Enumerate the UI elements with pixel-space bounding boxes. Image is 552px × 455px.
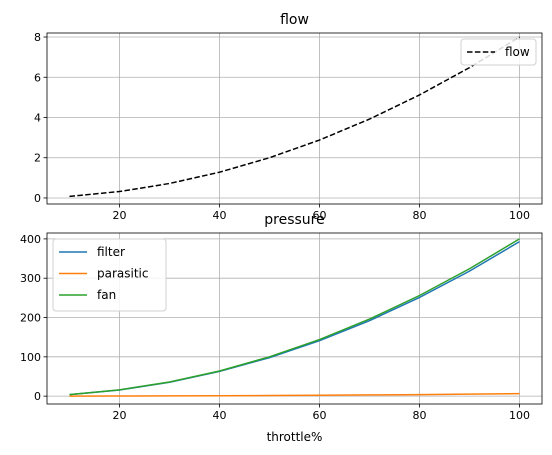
legend-box <box>460 38 537 66</box>
y-tick-label: 0 <box>34 390 41 403</box>
y-tick-label: 300 <box>20 272 41 285</box>
legend: filter parasitic fan <box>52 238 167 312</box>
y-tick-label: 2 <box>34 152 41 165</box>
axes-frame <box>46 32 543 205</box>
x-tick-label: 60 <box>313 409 327 422</box>
axes-frame <box>46 232 543 405</box>
legend-label: fan <box>97 288 116 302</box>
x-tick-label: 80 <box>413 209 427 222</box>
x-axis-label: throttle% <box>267 430 323 444</box>
series-line-parasitic <box>69 392 520 397</box>
x-tick-label: 20 <box>113 209 127 222</box>
x-tick-label: 100 <box>509 209 530 222</box>
legend-label: parasitic <box>97 267 148 281</box>
x-tick-label: 60 <box>313 209 327 222</box>
x-tick-label: 40 <box>213 409 227 422</box>
series-line-fan <box>69 238 520 396</box>
x-tick-label: 100 <box>509 409 530 422</box>
pressure-chart: 20 40 60 80 100 0 100 200 300 400 pressure throttle… <box>20 212 543 444</box>
chart-title: pressure <box>264 212 324 228</box>
y-tick-label: 4 <box>34 111 41 124</box>
legend-label: filter <box>97 245 125 259</box>
legend-box <box>52 238 167 312</box>
legend: flow <box>460 38 537 66</box>
y-tick-label: 8 <box>34 31 41 44</box>
y-tick-label: 200 <box>20 312 41 325</box>
y-tick-label: 400 <box>20 233 41 246</box>
chart-title: flow <box>280 12 309 28</box>
legend-label: flow <box>505 45 530 59</box>
x-tick-label: 80 <box>413 409 427 422</box>
y-tick-label: 100 <box>20 351 41 364</box>
y-tick-label: 6 <box>34 71 41 84</box>
y-tick-label: 0 <box>34 192 41 205</box>
series-line-flow <box>69 36 520 198</box>
flow-chart: 20 40 60 80 100 0 2 4 6 8 flow flow <box>34 12 543 222</box>
x-tick-label: 40 <box>213 209 227 222</box>
x-tick-label: 20 <box>113 409 127 422</box>
